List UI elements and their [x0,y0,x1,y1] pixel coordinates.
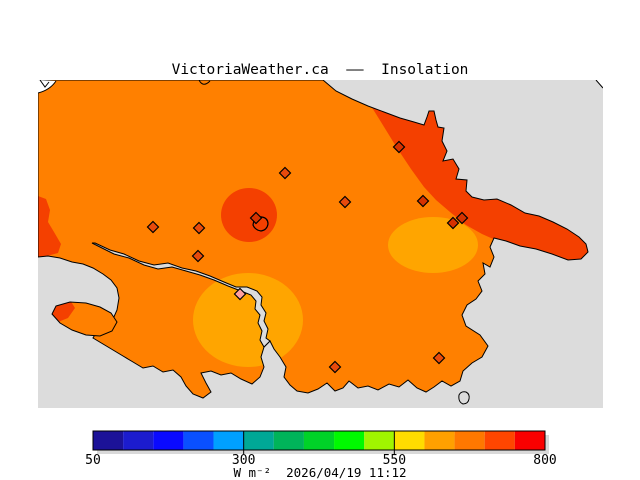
colorbar-tick-label: 300 [232,453,255,468]
page-title: VictoriaWeather.ca —— Insolation [172,62,469,78]
colorbar-segments [93,431,545,450]
station-marker-diamond [455,211,469,225]
colorbar-ticks: 50 300 550 800 [85,431,557,468]
colorbar-segment [93,431,124,450]
colorbar-segment [213,431,244,450]
colorbar-segment [394,431,425,450]
station-marker-diamond [338,195,352,209]
coast-arc-north [198,80,211,85]
high-insolation-blob-central [221,188,277,242]
low-insolation-patch-south [193,273,303,367]
colorbar-segment [454,431,485,450]
colorbar-segment [123,431,154,450]
colorbar-segment [183,431,214,450]
coast-arc-northwest [38,80,57,94]
colorbar-segment [273,431,304,450]
coast-arc-northeast [595,80,603,89]
colorbar-tick-label: 800 [533,453,556,468]
high-insolation-strip-west [38,196,61,258]
station-marker-diamond [191,249,205,263]
colorbar-border [92,430,546,451]
colorbar-segment [153,431,184,450]
colorbar-tick-label: 50 [85,453,101,468]
station-marker-diamond [146,220,160,234]
colorbar: 50 300 550 800 W m⁻² 2026/04/19 11:12 [85,430,557,480]
colorbar-tick-label: 550 [383,453,406,468]
station-marker-diamond [192,221,206,235]
low-insolation-patch-east [388,217,478,273]
colorbar-segment [334,431,365,450]
colorbar-segment [514,431,545,450]
colorbar-segment [243,431,274,450]
station-marker-diamond [328,360,342,374]
colorbar-segment [484,431,515,450]
coast-notch-northwest [39,80,50,88]
station-marker-diamond [233,287,247,301]
station-markers [146,140,469,374]
colorbar-segment [424,431,455,450]
station-marker-diamond [432,351,446,365]
colorbar-segment [364,431,395,450]
station-marker-diamond [278,166,292,180]
colorbar-caption: W m⁻² 2026/04/19 11:12 [233,465,406,480]
station-marker-diamond [416,194,430,208]
station-marker-diamond [249,211,263,225]
station-marker-diamond [392,140,406,154]
small-island [458,391,470,405]
colorbar-segment [303,431,335,450]
inlet-channel [91,242,271,348]
station-marker-diamond [446,216,460,230]
